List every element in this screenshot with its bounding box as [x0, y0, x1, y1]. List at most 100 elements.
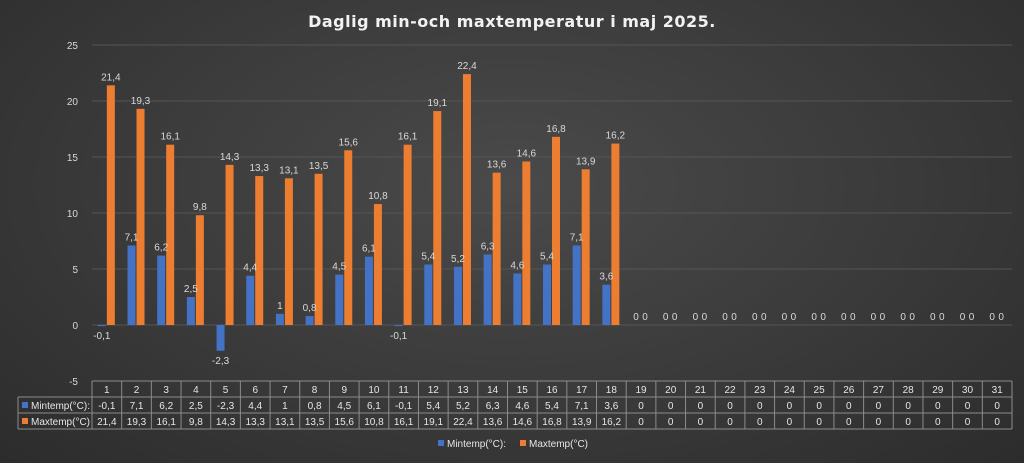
table-value-cell: 0: [905, 417, 911, 428]
data-label: 0,8: [303, 303, 317, 314]
data-label: 4,5: [332, 262, 346, 273]
min-temp-bar: [543, 264, 551, 325]
data-label: 0: [900, 312, 906, 323]
data-label: 0: [871, 312, 877, 323]
table-value-cell: 9,8: [189, 417, 203, 428]
legend: Mintemp(°C): Maxtemp(°C): [438, 439, 588, 450]
data-label: 5,4: [540, 252, 554, 263]
data-label: 5,4: [421, 252, 435, 263]
table-header-cell: 5: [223, 385, 229, 396]
table-value-cell: 13,3: [245, 417, 265, 428]
table-value-cell: 0: [905, 401, 911, 412]
data-label: 14,3: [220, 152, 240, 163]
y-tick-label: 10: [67, 209, 79, 220]
data-labels: -0,121,47,119,36,216,12,59,8-2,314,34,41…: [93, 61, 1004, 367]
min-temp-bar: [335, 274, 344, 325]
table-value-cell: 5,2: [456, 401, 470, 412]
table-value-cell: 0: [846, 417, 852, 428]
table-header-cell: 25: [814, 385, 826, 396]
table-value-cell: 0: [994, 401, 1000, 412]
data-label: 0: [633, 312, 639, 323]
table-value-cell: 0: [638, 401, 644, 412]
min-temp-bar: [513, 273, 522, 325]
table-value-cell: 14,3: [216, 417, 236, 428]
max-temp-bar: [522, 161, 531, 325]
table-value-cell: 0: [757, 401, 763, 412]
data-label: 1: [277, 301, 283, 312]
table-value-cell: 16,1: [394, 417, 414, 428]
min-temp-bar: [364, 256, 373, 325]
min-temp-bar: [275, 313, 284, 325]
table-value-cell: 6,2: [159, 401, 173, 412]
table-header-cell: 6: [252, 385, 258, 396]
table-value-cell: 0: [727, 417, 733, 428]
max-temp-bar: [552, 136, 560, 325]
table-value-cell: 1: [282, 401, 288, 412]
min-temp-bar: [246, 275, 255, 325]
table-header-cell: 20: [665, 385, 677, 396]
table-header-cell: 27: [873, 385, 885, 396]
min-temp-bar: [186, 297, 195, 325]
min-temp-bar: [602, 284, 611, 325]
data-label: 0: [998, 312, 1004, 323]
data-label: 7,1: [125, 232, 139, 243]
table-value-cell: 21,4: [97, 417, 117, 428]
table-value-cell: 0: [965, 401, 971, 412]
data-label: 16,2: [606, 131, 626, 142]
table-header-cell: 18: [606, 385, 618, 396]
min-temp-bar: [572, 245, 581, 325]
table-value-cell: 4,6: [515, 401, 529, 412]
data-label: 4,6: [510, 260, 524, 271]
table-value-cell: -0,1: [98, 401, 116, 412]
min-temp-bar: [453, 266, 462, 325]
data-label: 13,5: [309, 161, 329, 172]
min-temp-bar: [394, 325, 403, 327]
data-label: 19,1: [428, 98, 448, 109]
max-temp-bar: [344, 150, 353, 325]
table-value-cell: -2,3: [217, 401, 235, 412]
table-header-cell: 1: [104, 385, 110, 396]
table-value-cell: 7,1: [130, 401, 144, 412]
table-value-cell: 0: [787, 401, 793, 412]
data-label: 0: [820, 312, 826, 323]
min-temp-bar: [157, 255, 166, 325]
data-label: 0: [930, 312, 936, 323]
max-temp-bar: [403, 144, 412, 325]
table-header-cell: 4: [193, 385, 199, 396]
table-header-cell: 3: [163, 385, 169, 396]
data-label: 0: [693, 312, 699, 323]
table-header-cell: 16: [546, 385, 558, 396]
data-label: 16,8: [546, 124, 566, 135]
table-header-cell: 31: [992, 385, 1004, 396]
data-label: 13,1: [279, 165, 299, 176]
table-header-cell: 30: [962, 385, 974, 396]
table-value-cell: 2,5: [189, 401, 203, 412]
table-header-cell: 21: [695, 385, 707, 396]
data-label: 5,2: [451, 254, 465, 265]
table-value-cell: 0: [757, 417, 763, 428]
max-temp-bar: [166, 144, 175, 325]
table-value-cell: 13,6: [483, 417, 503, 428]
data-label: 0: [841, 312, 847, 323]
table-header-cell: 14: [487, 385, 499, 396]
max-temp-bar: [492, 172, 501, 325]
min-temp-bar: [305, 316, 314, 325]
max-temp-bar: [581, 169, 590, 325]
min-temp-bar: [127, 245, 136, 325]
table-value-cell: 0: [965, 417, 971, 428]
table-value-cell: 0: [698, 417, 704, 428]
table-value-cell: 0: [876, 417, 882, 428]
table-header-cell: 12: [428, 385, 440, 396]
table-value-cell: 3,6: [604, 401, 618, 412]
table-header-cell: 17: [576, 385, 588, 396]
data-label: 0: [663, 312, 669, 323]
max-temp-bar: [195, 215, 204, 325]
data-label: 0: [702, 312, 708, 323]
table-value-cell: 0: [935, 417, 941, 428]
table-value-cell: 10,8: [364, 417, 384, 428]
max-temp-bar: [255, 176, 264, 325]
table-value-cell: 6,1: [367, 401, 381, 412]
table-value-cell: 16,8: [542, 417, 562, 428]
data-label: 0: [791, 312, 797, 323]
